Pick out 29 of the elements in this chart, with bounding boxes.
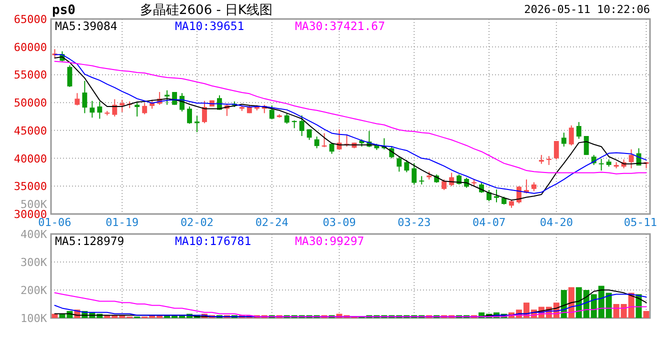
y-tick-label: 300K [20,256,48,269]
x-tick-label: 01-19 [106,216,139,229]
y-tick-label: 45000 [14,124,47,138]
y-tick-label: 65000 [14,13,47,26]
x-tick-label: 03-23 [398,216,431,229]
y-tick-label: 200K [20,284,48,297]
text: MA5:39084 [55,19,118,33]
y-tick-label: 100K [20,312,48,325]
y-tick-label: 40000 [14,152,47,166]
y-tick-label: 400K [20,228,48,241]
text: ps0 [52,3,76,18]
y-tick-label: 35000 [14,180,47,194]
y-tick-label: 50000 [14,96,47,110]
x-tick-label: 02-24 [255,216,289,229]
text: MA30:37421.67 [295,19,386,33]
text: MA10:176781 [175,234,252,248]
text: MA30:99297 [295,234,364,248]
x-tick-label: 05-11 [624,216,657,229]
x-tick-label: 04-07 [472,216,506,229]
text: MA10:39651 [175,19,244,33]
text: 500K [20,198,48,211]
y-tick-label: 55000 [14,68,47,82]
y-tick-label: 60000 [14,40,47,54]
chart-title: 多晶硅2606 - 日K线图 [140,3,273,18]
x-tick-label: 03-09 [322,216,356,229]
x-tick-label: 04-20 [540,216,573,229]
x-tick-label: 02-02 [180,216,214,229]
text: MA5:128979 [55,234,124,248]
text: 2026-05-11 10:22:06 [524,3,650,16]
